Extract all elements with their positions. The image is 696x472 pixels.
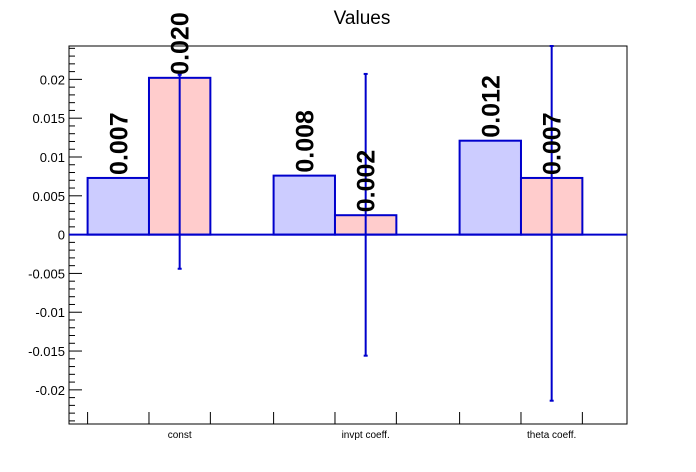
chart-title: Values xyxy=(334,8,391,29)
x-tick-label: invpt coeff. xyxy=(342,430,390,441)
error-bars xyxy=(177,45,554,402)
x-tick-label: theta coeff. xyxy=(527,430,576,441)
data-label: 0.002 xyxy=(353,150,381,213)
x-axis: const invpt coeff. theta coeff. xyxy=(87,412,583,441)
x-tick-label: const xyxy=(168,430,192,441)
data-label: 0.020 xyxy=(167,12,195,75)
y-tick-label: 0.02 xyxy=(40,72,65,87)
bar xyxy=(458,139,522,236)
bar xyxy=(272,174,336,236)
data-labels: 0.007 0.008 0.012 0.020 0.002 0.007 xyxy=(105,12,566,212)
y-tick-label: -0.015 xyxy=(28,344,65,359)
y-tick-label: 0 xyxy=(58,228,65,243)
y-tick-label: -0.02 xyxy=(35,383,65,398)
y-tick-label: 0.005 xyxy=(32,189,65,204)
data-label: 0.007 xyxy=(105,112,133,175)
data-label: 0.007 xyxy=(539,112,567,175)
y-tick-label: 0.01 xyxy=(40,150,65,165)
y-tick-label: 0.015 xyxy=(32,111,65,126)
data-label: 0.012 xyxy=(477,75,505,138)
y-axis: -0.02 -0.015 -0.01 -0.005 0 0.005 0.01 0.015 0.0… xyxy=(28,47,82,422)
bar xyxy=(86,176,150,236)
y-tick-label: -0.005 xyxy=(28,266,65,281)
y-tick-label: -0.01 xyxy=(35,305,65,320)
data-label: 0.008 xyxy=(291,110,319,173)
